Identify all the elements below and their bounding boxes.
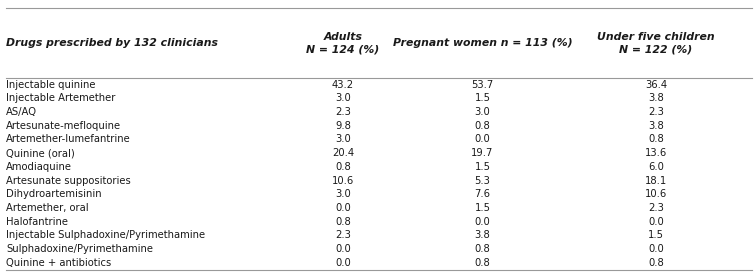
Text: Artemether-lumefantrine: Artemether-lumefantrine [6,135,130,145]
Text: 0.0: 0.0 [336,244,351,254]
Text: 18.1: 18.1 [645,176,667,186]
Text: Halofantrine: Halofantrine [6,217,68,227]
Text: 0.0: 0.0 [336,258,351,268]
Text: Pregnant women n = 113 (%): Pregnant women n = 113 (%) [393,38,572,48]
Text: 1.5: 1.5 [648,230,664,240]
Text: 36.4: 36.4 [645,80,667,90]
Text: Injectable quinine: Injectable quinine [6,80,96,90]
Text: 0.0: 0.0 [336,203,351,213]
Text: Injectable Sulphadoxine/Pyrimethamine: Injectable Sulphadoxine/Pyrimethamine [6,230,205,240]
Text: 0.8: 0.8 [336,162,351,172]
Text: 0.0: 0.0 [648,244,664,254]
Text: 6.0: 6.0 [648,162,664,172]
Text: 0.8: 0.8 [648,135,664,145]
Text: Artesunate-mefloquine: Artesunate-mefloquine [6,121,121,131]
Text: Adults
N = 124 (%): Adults N = 124 (%) [306,32,380,54]
Text: Injectable Artemether: Injectable Artemether [6,93,115,103]
Text: 10.6: 10.6 [645,189,667,199]
Text: 10.6: 10.6 [332,176,354,186]
Text: 0.0: 0.0 [475,135,490,145]
Text: Quinine + antibiotics: Quinine + antibiotics [6,258,112,268]
Text: 0.8: 0.8 [475,244,490,254]
Text: 1.5: 1.5 [474,162,491,172]
Text: 0.0: 0.0 [648,217,664,227]
Text: 43.2: 43.2 [332,80,354,90]
Text: 2.3: 2.3 [335,230,351,240]
Text: 0.8: 0.8 [475,258,490,268]
Text: Under five children
N = 122 (%): Under five children N = 122 (%) [597,32,715,54]
Text: Sulphadoxine/Pyrimethamine: Sulphadoxine/Pyrimethamine [6,244,153,254]
Text: 0.8: 0.8 [648,258,664,268]
Text: Dihydroartemisinin: Dihydroartemisinin [6,189,102,199]
Text: Artemether, oral: Artemether, oral [6,203,89,213]
Text: 3.8: 3.8 [648,93,664,103]
Text: 0.0: 0.0 [475,217,490,227]
Text: 53.7: 53.7 [471,80,494,90]
Text: 19.7: 19.7 [471,148,494,158]
Text: AS/AQ: AS/AQ [6,107,37,117]
Text: 3.0: 3.0 [336,189,351,199]
Text: 3.0: 3.0 [475,107,490,117]
Text: 3.8: 3.8 [648,121,664,131]
Text: 0.8: 0.8 [336,217,351,227]
Text: Amodiaquine: Amodiaquine [6,162,72,172]
Text: 2.3: 2.3 [648,107,664,117]
Text: 13.6: 13.6 [645,148,667,158]
Text: Drugs prescribed by 132 clinicians: Drugs prescribed by 132 clinicians [6,38,218,48]
Text: 20.4: 20.4 [332,148,354,158]
Text: 3.0: 3.0 [336,135,351,145]
Text: 3.0: 3.0 [336,93,351,103]
Text: 2.3: 2.3 [335,107,351,117]
Text: 0.8: 0.8 [475,121,490,131]
Text: Quinine (oral): Quinine (oral) [6,148,75,158]
Text: 9.8: 9.8 [335,121,351,131]
Text: 1.5: 1.5 [474,93,491,103]
Text: 5.3: 5.3 [474,176,491,186]
Text: 1.5: 1.5 [474,203,491,213]
Text: Artesunate suppositories: Artesunate suppositories [6,176,130,186]
Text: 7.6: 7.6 [474,189,491,199]
Text: 3.8: 3.8 [475,230,490,240]
Text: 2.3: 2.3 [648,203,664,213]
